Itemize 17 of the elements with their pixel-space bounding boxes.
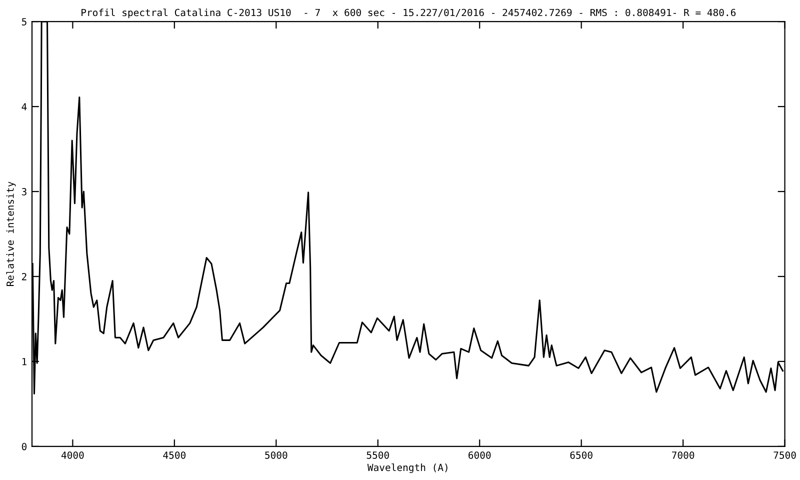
x-axis-title: Wavelength (A) xyxy=(367,464,448,474)
y-tick-label: 0 xyxy=(22,442,27,450)
chart-title: Profil spectral Catalina C-2013 US10 - 7 x 600 sec - 15.227/01/2016 - 2457402.7269 - RMS : 0.808491- R = 480.6 xyxy=(82,8,736,18)
x-tick-label: 6500 xyxy=(570,451,592,459)
x-tick-label: 4000 xyxy=(61,451,84,459)
x-tick-label: 4500 xyxy=(163,451,186,459)
x-tick-label: 7000 xyxy=(672,451,694,459)
y-axis-title: Relative intensity xyxy=(6,182,16,286)
y-tick-label: 1 xyxy=(22,358,26,366)
x-tick-label: 5000 xyxy=(265,451,288,459)
y-tick-label: 3 xyxy=(22,188,26,196)
x-tick-label: 7500 xyxy=(774,451,796,459)
y-tick-label: 4 xyxy=(22,103,27,110)
y-tick-label: 2 xyxy=(22,272,26,280)
y-tick-label: 5 xyxy=(22,18,26,26)
x-tick-label: 5500 xyxy=(366,451,389,459)
x-tick-label: 6000 xyxy=(468,451,491,459)
